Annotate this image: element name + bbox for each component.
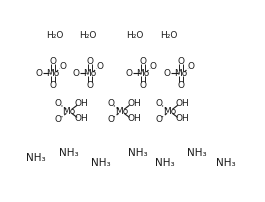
Text: NH₃: NH₃ (187, 147, 206, 158)
Text: Mo: Mo (83, 69, 96, 78)
Text: Mo: Mo (163, 107, 176, 116)
Text: O: O (139, 57, 147, 66)
Text: O: O (139, 81, 147, 90)
Text: O: O (107, 115, 114, 124)
Text: O: O (155, 115, 162, 124)
Text: O: O (164, 69, 171, 78)
Text: O: O (86, 81, 93, 90)
Text: O: O (55, 99, 62, 108)
Text: O: O (126, 69, 133, 78)
Text: H₂O: H₂O (79, 31, 96, 40)
Text: OH: OH (127, 115, 141, 123)
Text: NH₃: NH₃ (128, 147, 148, 158)
Text: O: O (155, 99, 162, 108)
Text: O: O (107, 99, 114, 108)
Text: O: O (178, 57, 184, 66)
Text: H₂O: H₂O (160, 31, 177, 40)
Text: Mo: Mo (136, 69, 150, 78)
Text: OH: OH (75, 99, 89, 108)
Text: O: O (49, 81, 56, 90)
Text: O: O (59, 62, 67, 71)
Text: O: O (72, 69, 79, 78)
Text: NH₃: NH₃ (59, 147, 79, 158)
Text: NH₃: NH₃ (91, 158, 111, 168)
Text: O: O (86, 57, 93, 66)
Text: H₂O: H₂O (46, 31, 63, 40)
Text: O: O (150, 62, 157, 71)
Text: NH₃: NH₃ (26, 153, 46, 163)
Text: Mo: Mo (46, 69, 59, 78)
Text: Mo: Mo (63, 107, 76, 116)
Text: O: O (96, 62, 103, 71)
Text: O: O (188, 62, 195, 71)
Text: H₂O: H₂O (126, 31, 143, 40)
Text: NH₃: NH₃ (216, 158, 236, 168)
Text: O: O (35, 69, 42, 78)
Text: NH₃: NH₃ (155, 158, 174, 168)
Text: OH: OH (75, 115, 89, 123)
Text: OH: OH (127, 99, 141, 108)
Text: OH: OH (176, 115, 189, 123)
Text: OH: OH (176, 99, 189, 108)
Text: Mo: Mo (115, 107, 128, 116)
Text: Mo: Mo (174, 69, 188, 78)
Text: O: O (55, 115, 62, 124)
Text: O: O (178, 81, 184, 90)
Text: O: O (49, 57, 56, 66)
